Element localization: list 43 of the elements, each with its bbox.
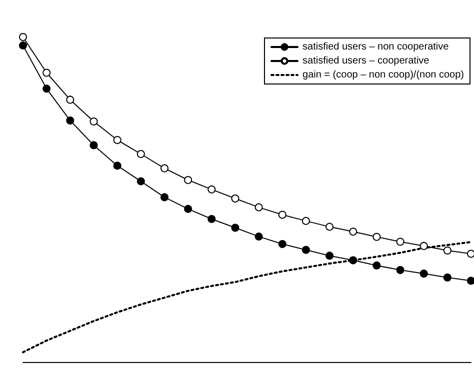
point: [443, 246, 452, 255]
point: [160, 164, 168, 172]
point: [467, 250, 474, 258]
point: [113, 136, 122, 144]
point: [326, 252, 334, 260]
point: [19, 41, 27, 50]
point: [420, 242, 428, 250]
legend-label: satisfied users – cooperative: [302, 56, 430, 66]
point: [326, 222, 334, 231]
point: [208, 215, 216, 223]
point: [184, 176, 192, 184]
point: [160, 193, 168, 202]
point: [254, 232, 263, 241]
point: [278, 210, 286, 219]
point: [396, 238, 404, 246]
point: [349, 228, 358, 236]
point: [231, 224, 240, 232]
point: [443, 274, 452, 282]
point: [396, 266, 404, 274]
point: [254, 203, 263, 212]
point: [136, 150, 145, 158]
point: [66, 116, 74, 125]
point: [349, 256, 358, 264]
point: [136, 177, 145, 186]
point: [208, 185, 216, 194]
point: [19, 33, 27, 41]
point: [90, 118, 98, 126]
point: [231, 194, 240, 203]
point: [184, 204, 192, 213]
point: [372, 232, 381, 241]
point: [278, 240, 286, 248]
point: [90, 141, 98, 150]
point: [372, 261, 381, 270]
point: [302, 246, 310, 254]
point: [420, 270, 428, 278]
legend-label: gain = (coop – non coop)/(non coop): [302, 70, 464, 80]
point: [467, 276, 474, 285]
legend-label: satisfied users – non cooperative: [302, 42, 450, 52]
point: [113, 162, 122, 170]
point: [66, 96, 74, 104]
point: [302, 216, 310, 225]
point: [42, 68, 51, 77]
point: [42, 84, 51, 93]
